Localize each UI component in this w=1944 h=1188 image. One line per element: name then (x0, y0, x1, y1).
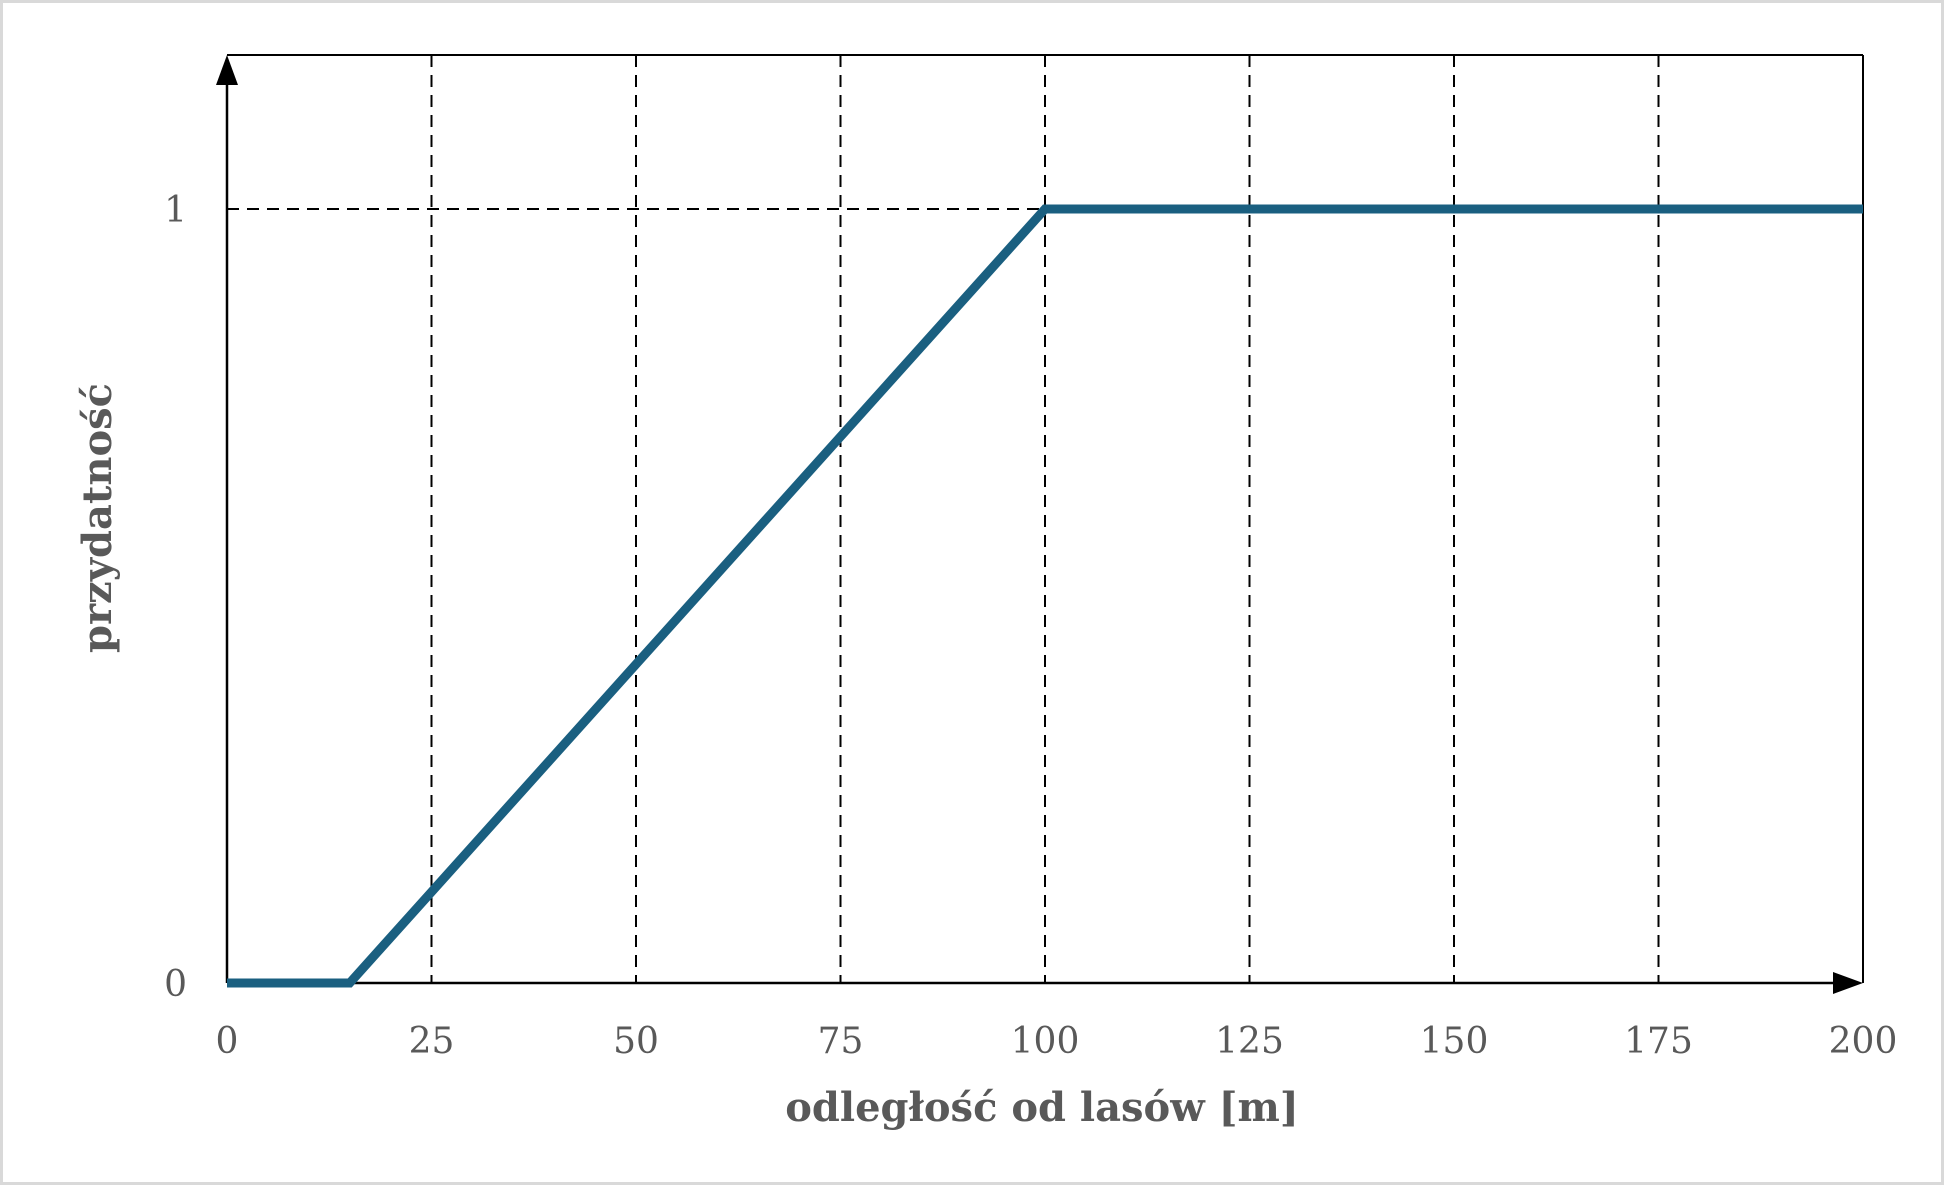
x-tick-label-150: 150 (1420, 1021, 1489, 1062)
y-tick-label-1: 1 (164, 190, 187, 231)
x-tick-label-100: 100 (1011, 1021, 1080, 1062)
x-tick-label-175: 175 (1624, 1021, 1693, 1062)
x-tick-label-0: 0 (216, 1021, 239, 1062)
x-tick-label-125: 125 (1215, 1021, 1284, 1062)
x-axis-arrow-icon (1833, 972, 1863, 994)
x-tick-label-200: 200 (1829, 1021, 1898, 1062)
x-tick-label-50: 50 (613, 1021, 659, 1062)
series-line-0 (227, 204, 1863, 988)
x-tick-label-25: 25 (409, 1021, 455, 1062)
y-axis-title: przydatność (74, 383, 121, 653)
x-tick-labels: 0 25 50 75 100 125 150 175 200 (216, 1021, 1898, 1062)
y-tick-label-0: 0 (164, 964, 187, 1005)
y-axis-arrow-icon (216, 55, 238, 85)
series-layer (227, 204, 1863, 988)
y-tick-labels: 01 (164, 190, 187, 1005)
line-chart: 0 25 50 75 100 125 150 175 200 01 odległość od l… (74, 54, 1898, 1131)
x-tick-label-75: 75 (818, 1021, 864, 1062)
axes (216, 54, 1864, 994)
x-axis-title: odległość od lasów [m] (785, 1084, 1299, 1131)
